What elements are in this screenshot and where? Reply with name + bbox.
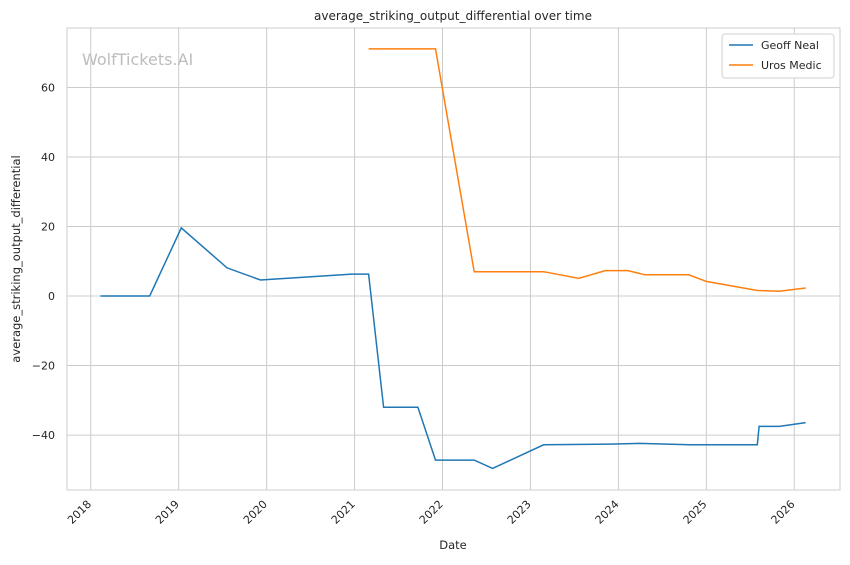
x-tick-label: 2021	[329, 498, 358, 527]
y-tick-label: −20	[32, 360, 55, 373]
series-lines	[100, 48, 806, 470]
x-tick-label: 2019	[153, 498, 182, 527]
y-axis-label: average_striking_output_differential	[9, 155, 23, 362]
grid	[67, 28, 840, 490]
x-tick-label: 2020	[241, 498, 270, 527]
chart-title: average_striking_output_differential ove…	[314, 9, 592, 23]
x-tick-label: 2023	[505, 498, 534, 527]
plot-area	[66, 27, 841, 491]
y-tick-label: 60	[41, 81, 55, 94]
legend-label-uros-medic: Uros Medic	[761, 59, 822, 72]
x-tick-label: 2018	[65, 498, 94, 527]
x-tick-label: 2022	[417, 498, 446, 527]
y-tick-label: −40	[32, 429, 55, 442]
x-axis-label: Date	[439, 538, 467, 552]
x-tick-label: 2026	[769, 498, 798, 527]
legend: Geoff Neal Uros Medic	[721, 33, 835, 79]
x-tick-label: 2024	[593, 498, 622, 527]
y-tick-label: 0	[48, 290, 55, 303]
x-tick-label: 2025	[681, 498, 710, 527]
series-line-geoff-neal	[100, 226, 806, 470]
series-line-uros-medic	[368, 48, 806, 292]
watermark: WolfTickets.AI	[82, 50, 193, 69]
legend-label-geoff-neal: Geoff Neal	[761, 39, 819, 52]
y-tick-label: 20	[41, 220, 55, 233]
y-tick-label: 40	[41, 151, 55, 164]
